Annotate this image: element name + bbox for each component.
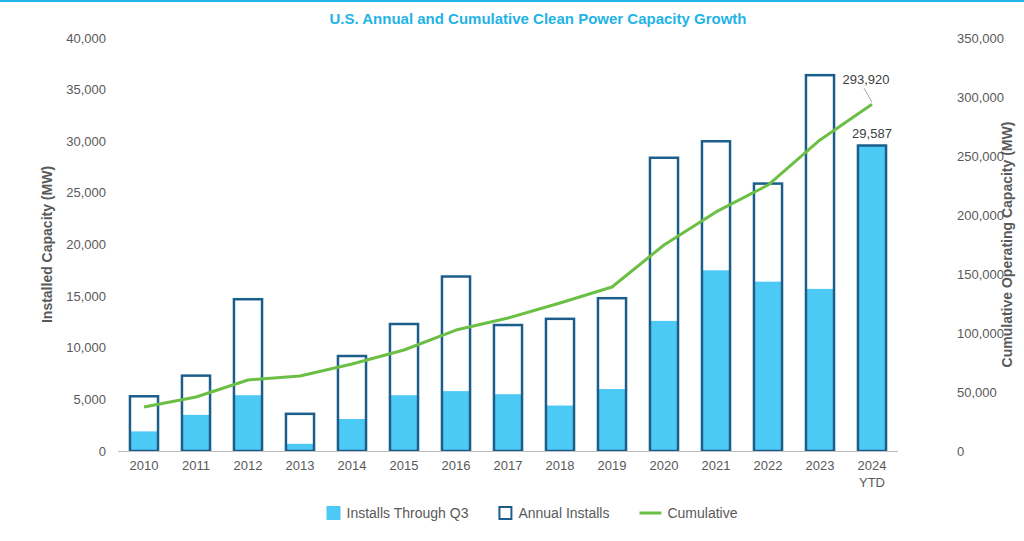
x-axis-line <box>118 451 898 452</box>
y-tick-label: 35,000 <box>66 82 106 97</box>
y-tick-label: 25,000 <box>66 185 106 200</box>
bar-outline <box>234 299 262 451</box>
y-tick-label: 15,000 <box>66 289 106 304</box>
x-tick-label-line: YTD <box>859 475 885 490</box>
x-tick-label-line: 2011 <box>182 458 210 473</box>
bar-outline <box>286 414 314 451</box>
x-tick-label: 2017 <box>494 458 523 473</box>
bar <box>234 395 262 451</box>
x-tick-label-line: 2018 <box>546 458 575 473</box>
x-tick-label-line: 2015 <box>390 458 419 473</box>
x-tick-label-line: 2014 <box>338 458 367 473</box>
y-axis-title: Installed Capacity (MW) <box>39 166 55 323</box>
y-tick-label: 10,000 <box>66 340 106 355</box>
bar <box>702 270 730 451</box>
x-tick-label-line: 2023 <box>806 458 835 473</box>
bar-outline <box>858 146 886 451</box>
x-tick-label: 2010 <box>130 458 159 473</box>
bar <box>806 289 834 451</box>
y2-tick-label: 350,000 <box>957 31 1004 46</box>
legend-label: Installs Through Q3 <box>346 505 468 521</box>
bar-outline <box>182 376 210 451</box>
x-tick-label: 2020 <box>650 458 679 473</box>
legend-item: Annual Installs <box>499 505 609 521</box>
x-tick-label-line: 2010 <box>130 458 159 473</box>
bar <box>182 415 210 451</box>
bar-outline <box>442 277 470 451</box>
bar-outline <box>650 158 678 451</box>
x-tick-label-line: 2024 <box>858 458 887 473</box>
data-labels: 29,587 293,920 <box>843 72 892 140</box>
y2-tick-label: 150,000 <box>957 267 1004 282</box>
x-tick-label: 2016 <box>442 458 471 473</box>
x-tick-label-line: 2019 <box>598 458 627 473</box>
legend-symbol <box>639 512 661 515</box>
y-tick-label: 20,000 <box>66 237 106 252</box>
chart: U.S. Annual and Cumulative Clean Power C… <box>0 0 1024 541</box>
y2-tick-label: 0 <box>957 444 964 459</box>
legend-item: Installs Through Q3 <box>326 505 468 521</box>
y-tick-label: 30,000 <box>66 134 106 149</box>
data-label: 293,920 <box>843 72 890 87</box>
y2-tick-label: 100,000 <box>957 326 1004 341</box>
bar-outline <box>390 324 418 451</box>
x-tick-label: 2015 <box>390 458 419 473</box>
legend-label: Annual Installs <box>518 505 609 521</box>
x-tick-label: 2013 <box>286 458 315 473</box>
x-tick-label: 2011 <box>182 458 210 473</box>
y2-tick-label: 300,000 <box>957 90 1004 105</box>
y2-tick-label: 50,000 <box>957 385 997 400</box>
bar <box>650 321 678 451</box>
x-tick-label: 2014 <box>338 458 367 473</box>
x-tick-label-line: 2013 <box>286 458 315 473</box>
x-tick-label-line: 2012 <box>234 458 263 473</box>
x-tick-label-line: 2016 <box>442 458 471 473</box>
bar <box>494 394 522 451</box>
bar-outline <box>546 319 574 451</box>
bar-outline <box>754 184 782 451</box>
x-tick-label: 2012 <box>234 458 263 473</box>
bar-outline <box>338 356 366 451</box>
bar-outline <box>494 325 522 451</box>
bar <box>130 431 158 451</box>
x-tick-label-line: 2022 <box>754 458 783 473</box>
bar <box>858 146 886 451</box>
accent-line <box>0 0 1024 2</box>
title: U.S. Annual and Cumulative Clean Power C… <box>329 10 746 27</box>
bar <box>754 282 782 451</box>
bar <box>598 389 626 451</box>
legend-symbol <box>326 506 340 520</box>
y-tick-label: 5,000 <box>73 392 106 407</box>
legend: Installs Through Q3 Annual Installs Cumula… <box>326 505 737 521</box>
bar <box>390 395 418 451</box>
x-tick-label: 2019 <box>598 458 627 473</box>
x-tick-label-line: 2021 <box>702 458 731 473</box>
x-tick-label: 2021 <box>702 458 731 473</box>
bar <box>546 406 574 451</box>
y-tick-label: 0 <box>99 444 106 459</box>
legend-item: Cumulative <box>639 505 737 521</box>
bar-outline <box>598 298 626 451</box>
y2-tick-label: 200,000 <box>957 208 1004 223</box>
x-tick-label-line: 2020 <box>650 458 679 473</box>
y2-tick-label: 250,000 <box>957 149 1004 164</box>
y2-axis-title: Cumulative Operating Capacity (MW) <box>999 122 1015 368</box>
x-tick-label-line: 2017 <box>494 458 523 473</box>
line <box>144 104 872 407</box>
leader-line <box>864 88 872 102</box>
bar <box>338 419 366 451</box>
x-tick-label: 2018 <box>546 458 575 473</box>
x-tick-label: 2024 YTD <box>858 458 887 490</box>
x-tick-label: 2022 <box>754 458 783 473</box>
plot-area <box>130 75 886 451</box>
bar <box>442 391 470 451</box>
y-tick-label: 40,000 <box>66 31 106 46</box>
x-tick-label: 2023 <box>806 458 835 473</box>
bar-outline <box>702 141 730 451</box>
legend-symbol <box>499 507 511 519</box>
legend-label: Cumulative <box>667 505 737 521</box>
data-label: 29,587 <box>852 126 892 141</box>
